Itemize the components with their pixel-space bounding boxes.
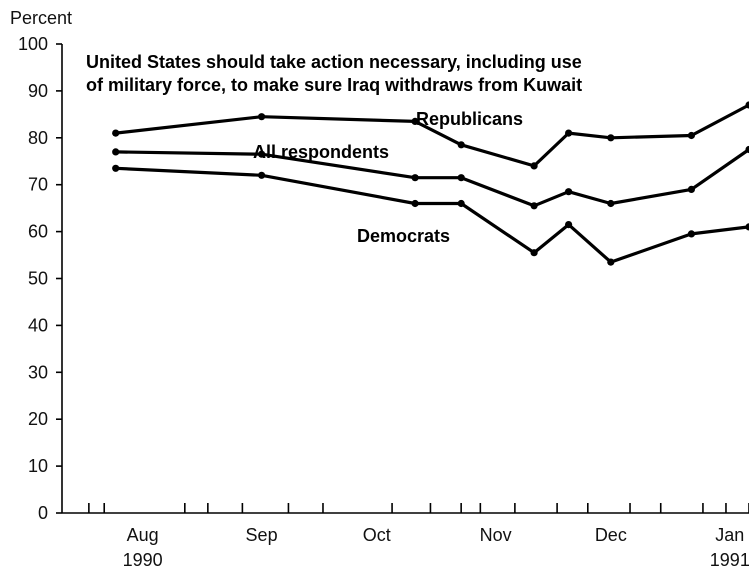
data-point-all-respondents-3 (457, 174, 465, 182)
data-point-democrats-1 (258, 171, 266, 179)
data-point-all-respondents-8 (745, 145, 749, 154)
data-point-republicans-1 (258, 113, 266, 121)
data-point-democrats-8 (745, 223, 749, 231)
data-point-democrats-4 (530, 249, 538, 257)
data-point-republicans-5 (565, 129, 573, 137)
y-tick-label-0: 0 (38, 503, 48, 523)
x-tick-label-jan: Jan (715, 525, 744, 545)
data-point-republicans-8 (745, 101, 749, 109)
data-point-democrats-2 (411, 199, 419, 208)
x-tick-label-oct: Oct (363, 525, 391, 545)
y-tick-label-80: 80 (28, 128, 48, 148)
data-point-republicans-3 (457, 141, 465, 149)
x-tick-label-aug: Aug (127, 525, 159, 545)
data-point-democrats-7 (687, 230, 696, 238)
x-tick-year-1991: 1991 (710, 550, 749, 570)
data-point-all-respondents-1 (258, 150, 266, 158)
y-axis-title: Percent (10, 8, 72, 28)
data-point-republicans-2 (411, 117, 419, 125)
data-point-republicans-0 (112, 129, 120, 137)
data-point-all-respondents-7 (687, 185, 696, 193)
y-tick-label-20: 20 (28, 409, 48, 429)
y-tick-label-10: 10 (28, 456, 48, 476)
data-point-democrats-3 (457, 199, 465, 208)
series-line-all-respondents (115, 148, 749, 208)
data-point-democrats-6 (607, 258, 615, 266)
data-point-democrats-5 (565, 221, 573, 229)
x-tick-label-nov: Nov (480, 525, 512, 545)
x-tick-label-dec: Dec (595, 525, 627, 545)
data-point-all-respondents-2 (411, 174, 419, 182)
y-tick-label-30: 30 (28, 362, 48, 382)
chart-title: United States should take action necessa… (86, 52, 582, 95)
y-tick-label-90: 90 (28, 81, 48, 101)
series-line-democrats (115, 166, 749, 264)
chart-title-line-2: of military force, to make sure Iraq wit… (86, 75, 582, 95)
series-label-all-respondents: All respondents (253, 142, 389, 162)
data-point-republicans-4 (530, 162, 538, 170)
data-point-all-respondents-6 (607, 199, 615, 208)
y-tick-label-100: 100 (18, 34, 48, 54)
y-tick-label-60: 60 (28, 222, 48, 242)
data-point-all-respondents-4 (530, 202, 538, 210)
data-point-democrats-0 (112, 164, 120, 172)
y-tick-label-50: 50 (28, 269, 48, 289)
x-tick-year-1990: 1990 (123, 550, 163, 570)
y-tick-label-40: 40 (28, 315, 48, 335)
x-axis: Aug 1990 Sep Oct Nov Dec Jan 1991 (62, 503, 749, 570)
chart-title-line-1: United States should take action necessa… (86, 52, 582, 72)
series-label-democrats: Democrats (357, 226, 450, 246)
data-point-republicans-6 (607, 134, 615, 142)
data-point-all-respondents-5 (565, 188, 573, 196)
series-layer (112, 101, 749, 266)
series-label-republicans: Republicans (416, 109, 523, 129)
y-axis: 0 10 20 30 40 50 60 70 80 90 100 (18, 34, 63, 523)
y-tick-label-70: 70 (28, 175, 48, 195)
data-point-republicans-7 (687, 131, 696, 140)
data-point-all-respondents-0 (112, 148, 120, 156)
x-tick-label-sep: Sep (246, 525, 278, 545)
